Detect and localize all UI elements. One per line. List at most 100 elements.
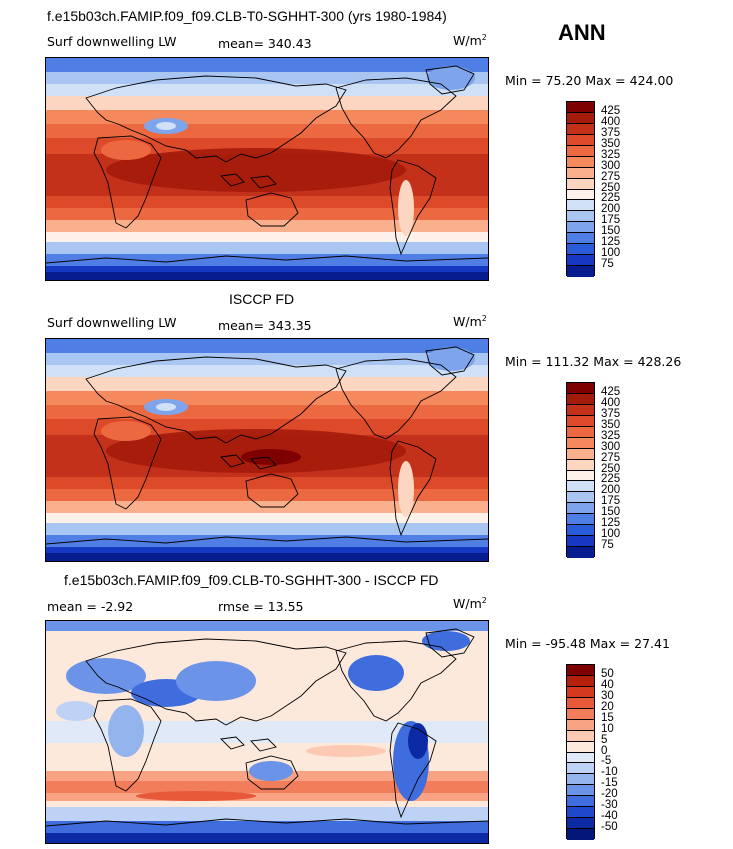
- colorbar-swatch: [567, 547, 594, 558]
- panel-1-variable-label: Surf downwelling LW: [47, 34, 177, 49]
- colorbar-swatch: [567, 448, 594, 460]
- colorbar-swatch: [567, 785, 594, 797]
- colorbar-swatch: [567, 730, 594, 742]
- colorbar-swatch: [567, 134, 594, 146]
- panel-2-minmax-label: Min = 111.32 Max = 428.26: [505, 354, 682, 369]
- colorbar-swatch: [567, 167, 594, 179]
- colorbar-swatch: [567, 156, 594, 168]
- colorbar-tick-label: 350: [601, 418, 621, 431]
- panel-3-colorbar: [566, 664, 595, 840]
- panel-1-units-label: W/m2: [453, 33, 487, 49]
- colorbar-swatch: [567, 536, 594, 548]
- colorbar-tick-label: 325: [601, 148, 621, 161]
- panel-2-map: [45, 338, 489, 562]
- colorbar-tick-label: -15: [601, 777, 618, 790]
- colorbar-swatch: [567, 404, 594, 416]
- colorbar-swatch: [567, 503, 594, 515]
- colorbar-tick-label: 400: [601, 396, 621, 409]
- panel-1-mean-label: mean= 340.43: [218, 36, 312, 51]
- colorbar-tick-label: 225: [601, 473, 621, 486]
- colorbar-swatch: [567, 829, 594, 840]
- colorbar-swatch: [567, 525, 594, 537]
- colorbar-tick-label: 100: [601, 528, 621, 541]
- colorbar-swatch: [567, 383, 594, 394]
- colorbar-swatch: [567, 393, 594, 405]
- colorbar-swatch: [567, 697, 594, 709]
- panel-2-units-label: W/m2: [453, 314, 487, 330]
- panel-3-map: [45, 620, 489, 844]
- colorbar-swatch: [567, 145, 594, 157]
- colorbar-tick-label: 150: [601, 225, 621, 238]
- colorbar-tick-label: 20: [601, 700, 614, 713]
- colorbar-tick-label: 75: [601, 258, 614, 271]
- colorbar-swatch: [567, 719, 594, 731]
- colorbar-tick-label: 300: [601, 159, 621, 172]
- colorbar-swatch: [567, 459, 594, 471]
- colorbar-tick-label: 125: [601, 236, 621, 249]
- panel-1-title: f.e15b03ch.FAMIP.f09_f09.CLB-T0-SGHHT-30…: [47, 8, 447, 24]
- colorbar-swatch: [567, 112, 594, 124]
- colorbar-tick-label: -20: [601, 788, 618, 801]
- colorbar-swatch: [567, 200, 594, 212]
- season-label: ANN: [558, 20, 606, 45]
- colorbar-swatch: [567, 233, 594, 245]
- colorbar-swatch: [567, 818, 594, 830]
- colorbar-tick-label: 425: [601, 385, 621, 398]
- colorbar-tick-label: 425: [601, 104, 621, 117]
- colorbar-swatch: [567, 807, 594, 819]
- colorbar-tick-label: 15: [601, 711, 614, 724]
- colorbar-tick-label: 250: [601, 462, 621, 475]
- colorbar-tick-label: 40: [601, 678, 614, 691]
- colorbar-tick-label: 275: [601, 451, 621, 464]
- colorbar-tick-label: 30: [601, 689, 614, 702]
- colorbar-swatch: [567, 189, 594, 201]
- colorbar-swatch: [567, 244, 594, 256]
- colorbar-swatch: [567, 675, 594, 687]
- colorbar-tick-label: -30: [601, 799, 618, 812]
- panel-3-title: f.e15b03ch.FAMIP.f09_f09.CLB-T0-SGHHT-30…: [64, 572, 439, 588]
- colorbar-swatch: [567, 437, 594, 449]
- colorbar-swatch: [567, 426, 594, 438]
- colorbar-tick-label: 100: [601, 247, 621, 260]
- panel-3-mean-label: mean = -2.92: [47, 599, 134, 614]
- colorbar-tick-label: 300: [601, 440, 621, 453]
- colorbar-swatch: [567, 752, 594, 764]
- colorbar-tick-label: 350: [601, 137, 621, 150]
- colorbar-tick-label: 5: [601, 733, 608, 746]
- colorbar-tick-label: 175: [601, 495, 621, 508]
- colorbar-swatch: [567, 222, 594, 234]
- colorbar-swatch: [567, 255, 594, 267]
- colorbar-tick-label: 200: [601, 484, 621, 497]
- colorbar-tick-label: 275: [601, 170, 621, 183]
- colorbar-tick-label: 0: [601, 744, 608, 757]
- colorbar-tick-label: 150: [601, 506, 621, 519]
- panel-1-minmax-label: Min = 75.20 Max = 424.00: [505, 73, 674, 88]
- panel-1-map: [45, 57, 489, 281]
- panel-3-rmse-label: rmse = 13.55: [218, 599, 304, 614]
- colorbar-swatch: [567, 266, 594, 277]
- colorbar-tick-label: -40: [601, 810, 618, 823]
- colorbar-swatch: [567, 492, 594, 504]
- colorbar-swatch: [567, 774, 594, 786]
- panel-2-title: ISCCP FD: [229, 291, 295, 307]
- colorbar-tick-label: 50: [601, 667, 614, 680]
- colorbar-tick-label: 325: [601, 429, 621, 442]
- colorbar-tick-label: 200: [601, 203, 621, 216]
- colorbar-swatch: [567, 481, 594, 493]
- colorbar-tick-label: -50: [601, 821, 618, 834]
- colorbar-tick-label: 400: [601, 115, 621, 128]
- colorbar-tick-label: 75: [601, 539, 614, 552]
- colorbar-swatch: [567, 796, 594, 808]
- panel-2-colorbar: [566, 382, 595, 558]
- colorbar-swatch: [567, 415, 594, 427]
- panel-3-units-label: W/m2: [453, 596, 487, 612]
- colorbar-tick-label: -5: [601, 755, 612, 768]
- colorbar-swatch: [567, 178, 594, 190]
- colorbar-tick-label: 375: [601, 407, 621, 420]
- colorbar-swatch: [567, 763, 594, 775]
- colorbar-swatch: [567, 211, 594, 223]
- panel-3-minmax-label: Min = -95.48 Max = 27.41: [505, 636, 670, 651]
- panel-2-variable-label: Surf downwelling LW: [47, 315, 177, 330]
- colorbar-tick-label: 10: [601, 722, 614, 735]
- colorbar-tick-label: 175: [601, 214, 621, 227]
